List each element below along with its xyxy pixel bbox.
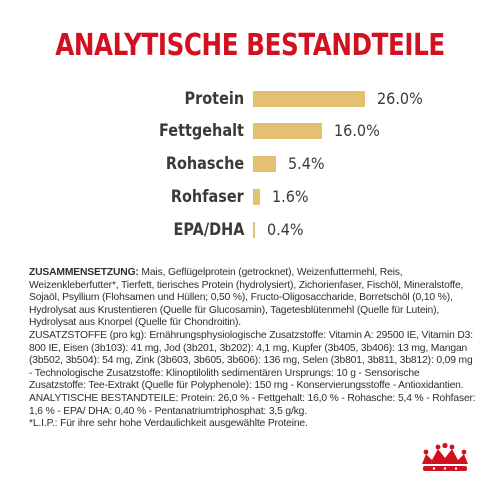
- composition-body: Mais, Geflügelprotein (getrocknet), Weiz…: [29, 267, 464, 329]
- nutrient-value: 5.4%: [288, 154, 325, 173]
- composition-paragraph: ZUSAMMENSETZUNG: Mais, Geflügelprotein (…: [29, 267, 477, 330]
- composition-heading: ZUSAMMENSETZUNG:: [29, 267, 139, 278]
- nutrient-value: 16.0%: [333, 121, 380, 140]
- nutrient-row: Fettgehalt 16.0%: [0, 118, 500, 144]
- nutrient-bar: [253, 91, 365, 107]
- footnote: *L.I.P.: Für ihre sehr hohe Verdaulichke…: [29, 418, 308, 430]
- nutrient-chart: Protein 26.0% Fettgehalt 16.0% Rohasche 5.4% R…: [0, 86, 500, 243]
- nutrient-bar: [253, 123, 322, 139]
- nutrient-value: 0.4%: [267, 220, 304, 239]
- nutrient-value: 26.0%: [376, 89, 423, 108]
- page-title: ANALYTISCHE BESTANDTEILE: [55, 28, 445, 63]
- composition-text: ZUSAMMENSETZUNG: Mais, Geflügelprotein (…: [29, 267, 477, 431]
- nutrient-row: Rohasche 5.4%: [0, 151, 500, 177]
- nutrient-value: 1.6%: [271, 187, 309, 206]
- nutrient-bar: [253, 189, 260, 205]
- nutrient-label: Protein: [184, 89, 244, 109]
- nutrient-bar: [253, 222, 255, 238]
- nutrient-row: Rohfaser 1.6%: [0, 184, 500, 210]
- nutrient-label: Rohfaser: [171, 187, 244, 207]
- crown-logo-icon: [422, 442, 468, 471]
- nutrient-row: EPA/DHA 0.4%: [0, 217, 500, 243]
- additives-paragraph: ZUSATZSTOFFE (pro kg): Ernährungsphysiol…: [29, 329, 473, 392]
- analytical-paragraph: ANALYTISCHE BESTANDTEILE: Protein: 26,0 …: [29, 392, 476, 417]
- nutrient-row: Protein 26.0%: [0, 86, 500, 112]
- nutrient-bar: [253, 156, 277, 172]
- nutrient-label: Rohasche: [165, 154, 244, 174]
- nutrient-label: EPA/DHA: [173, 220, 244, 240]
- nutrient-label: Fettgehalt: [159, 121, 244, 141]
